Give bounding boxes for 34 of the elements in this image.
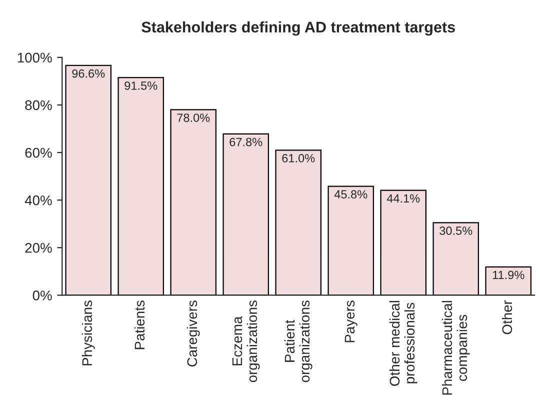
data-label: 61.0% bbox=[282, 154, 315, 162]
data-label: 96.6% bbox=[72, 69, 105, 78]
x-tick-label: Pharmaceutical companies bbox=[442, 300, 470, 395]
bar bbox=[328, 186, 374, 296]
x-tick-label: Physicians bbox=[82, 300, 95, 366]
x-tick-label: Payers bbox=[344, 300, 358, 342]
bar bbox=[65, 64, 112, 296]
data-label: 11.9% bbox=[492, 270, 524, 280]
y-tick-label: 20% bbox=[25, 242, 52, 253]
y-tick-label: 100% bbox=[18, 52, 52, 63]
chart-title: Stakeholders defining AD treatment targets bbox=[142, 21, 455, 36]
x-tick-label: Patients bbox=[134, 300, 145, 350]
y-tick-label: 60% bbox=[25, 148, 52, 158]
y-tick-label: 0% bbox=[32, 290, 52, 300]
data-label: 30.5% bbox=[440, 226, 472, 235]
bar bbox=[222, 133, 269, 296]
data-label: 67.8% bbox=[230, 138, 262, 146]
bar bbox=[275, 150, 322, 296]
y-tick-label: 40% bbox=[24, 195, 52, 206]
data-label: 44.1% bbox=[386, 194, 420, 203]
x-tick-label: Other medical professionals bbox=[389, 300, 418, 386]
bar bbox=[118, 77, 164, 296]
x-tick-label: Patient organizations bbox=[284, 300, 312, 382]
x-tick-label: Eczema organizations bbox=[232, 300, 260, 382]
data-label: 45.8% bbox=[334, 190, 368, 199]
y-tick-label: 80% bbox=[25, 100, 52, 110]
bar bbox=[380, 190, 426, 296]
data-label: 91.5% bbox=[124, 81, 158, 90]
data-label: 78.0% bbox=[177, 114, 210, 122]
x-tick-label: Other bbox=[502, 300, 512, 334]
bar bbox=[485, 266, 532, 296]
bar bbox=[170, 109, 216, 296]
x-tick-label: Caregivers bbox=[186, 300, 200, 367]
bar bbox=[432, 222, 479, 296]
